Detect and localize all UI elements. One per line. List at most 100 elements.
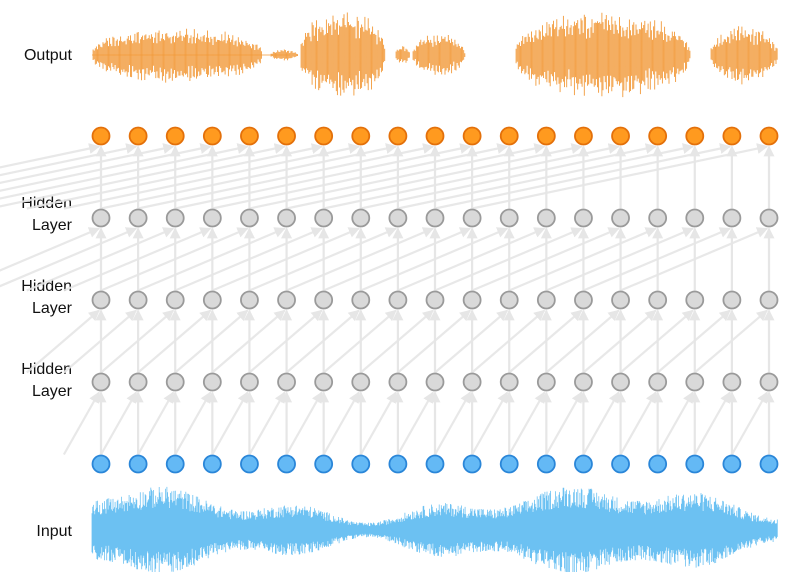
output-node	[277, 126, 296, 146]
input-label: Input	[36, 523, 72, 540]
hidden-1-node	[91, 372, 111, 392]
connection	[0, 143, 249, 200]
hidden-1-node	[574, 372, 593, 392]
input-node	[425, 454, 445, 474]
hidden-3-node	[240, 208, 259, 228]
connection	[582, 309, 657, 374]
output-node	[165, 126, 185, 146]
connection	[694, 309, 768, 374]
hidden-3-node	[277, 208, 296, 228]
connection	[63, 143, 360, 210]
input-node	[536, 454, 556, 474]
connection	[322, 391, 360, 456]
connection	[360, 309, 434, 374]
output-node	[574, 126, 593, 146]
output-node	[240, 126, 259, 146]
connection	[100, 227, 249, 292]
input-node	[759, 454, 779, 474]
output-node	[128, 126, 148, 146]
hidden-2-node	[351, 290, 371, 310]
hidden-3-node	[128, 208, 148, 228]
connection	[249, 227, 397, 292]
input-node	[91, 454, 111, 474]
connection	[323, 227, 472, 292]
connection	[174, 391, 212, 456]
connections	[0, 143, 775, 456]
hidden-1-node	[536, 372, 556, 392]
connection	[63, 227, 212, 292]
nodes	[91, 126, 779, 474]
connection	[62, 391, 100, 456]
connection	[211, 391, 249, 456]
output-node	[611, 126, 630, 146]
connection	[211, 227, 360, 292]
connection	[26, 143, 323, 210]
hidden-1-node	[611, 372, 630, 392]
input-node	[202, 454, 222, 474]
hidden-2-node	[462, 290, 482, 310]
connection	[211, 309, 286, 374]
output-waveform	[92, 12, 778, 98]
hidden-3-node	[611, 208, 630, 228]
connection	[100, 309, 175, 374]
hidden-2-node	[425, 290, 445, 310]
input-node	[611, 454, 630, 474]
connection	[323, 143, 620, 210]
connection	[100, 143, 397, 210]
connection	[0, 143, 286, 208]
hidden-1-node	[351, 372, 371, 392]
connection	[656, 309, 731, 374]
connection	[248, 391, 286, 456]
connection	[619, 391, 657, 456]
hidden-1-node	[165, 372, 185, 392]
connection	[0, 143, 212, 192]
output-node	[536, 126, 556, 146]
connection	[508, 391, 546, 456]
output-node	[202, 126, 222, 146]
output-node	[462, 126, 482, 146]
hidden-1-node	[202, 372, 222, 392]
hidden-1-node	[128, 372, 148, 392]
connection	[545, 391, 583, 456]
output-node	[425, 126, 445, 146]
connection	[360, 227, 509, 292]
input-node	[165, 454, 185, 474]
input-node	[648, 454, 668, 474]
connection	[583, 227, 731, 292]
hidden-2-node	[240, 290, 259, 310]
input-waveform-trace	[91, 486, 778, 572]
connection	[397, 227, 546, 292]
hidden-1-node	[499, 372, 519, 392]
connection	[0, 227, 101, 272]
hidden-3-node	[165, 208, 185, 228]
hidden-3-node	[202, 208, 222, 228]
input-node	[574, 454, 593, 474]
connection	[0, 143, 138, 177]
hidden-3-node	[388, 208, 408, 228]
hidden-1-node	[759, 372, 779, 392]
connection	[285, 391, 323, 456]
hidden-2-node	[202, 290, 222, 310]
output-node	[648, 126, 668, 146]
input-node	[388, 454, 408, 474]
hidden-1-node	[240, 372, 259, 392]
hidden-3-node	[574, 208, 593, 228]
hidden-3-node	[314, 208, 334, 228]
hidden-2-node	[685, 290, 705, 310]
connection	[545, 227, 694, 292]
input-node	[240, 454, 259, 474]
input-node	[314, 454, 334, 474]
hidden-1-node	[425, 372, 445, 392]
hidden-3-node	[91, 208, 111, 228]
input-node	[277, 454, 296, 474]
hidden-2-node	[611, 290, 630, 310]
hidden-2-node	[536, 290, 556, 310]
connection	[620, 227, 769, 292]
connection	[545, 309, 620, 374]
connection	[508, 227, 657, 292]
hidden-3-node	[462, 208, 482, 228]
hidden-2-node	[722, 290, 742, 310]
connection	[26, 309, 100, 374]
connection	[619, 309, 694, 374]
hidden-2-node	[388, 290, 408, 310]
